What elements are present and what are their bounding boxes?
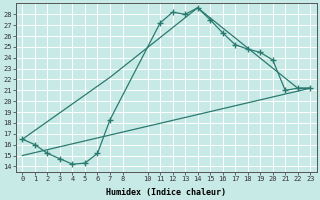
X-axis label: Humidex (Indice chaleur): Humidex (Indice chaleur) <box>106 188 226 197</box>
